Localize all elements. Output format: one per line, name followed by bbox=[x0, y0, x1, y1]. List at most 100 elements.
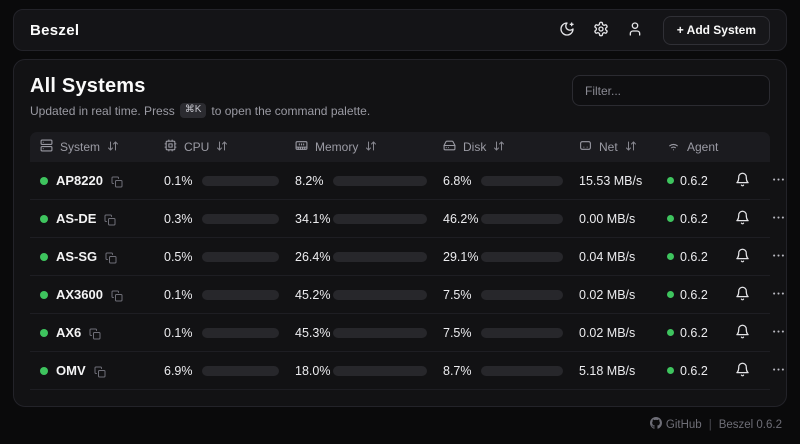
row-menu-button[interactable] bbox=[765, 244, 791, 270]
column-header-system[interactable]: System bbox=[40, 139, 164, 155]
bell-icon bbox=[735, 248, 750, 266]
cpu-cell: 0.1% bbox=[164, 326, 295, 340]
system-name: AP8220 bbox=[56, 173, 103, 188]
net-value: 5.18 MB/s bbox=[579, 363, 636, 378]
subtitle-prefix: Updated in real time. Press bbox=[30, 103, 175, 118]
page-subtitle: Updated in real time. Press ⌘K to open t… bbox=[30, 103, 370, 118]
memory-cell: 45.2% bbox=[295, 288, 443, 302]
ethernet-icon bbox=[579, 139, 592, 155]
column-header-disk[interactable]: Disk bbox=[443, 139, 579, 155]
github-icon bbox=[649, 417, 662, 432]
agent-version: 0.6.2 bbox=[680, 287, 708, 302]
agent-status-dot bbox=[667, 329, 674, 336]
memory-value: 45.2% bbox=[295, 287, 331, 302]
ellipsis-icon bbox=[771, 324, 786, 342]
row-menu-button[interactable] bbox=[765, 320, 791, 346]
agent-version: 0.6.2 bbox=[680, 363, 708, 378]
disk-value: 7.5% bbox=[443, 287, 472, 302]
cpu-value: 0.1% bbox=[164, 173, 193, 188]
cpu-cell: 0.3% bbox=[164, 212, 295, 226]
alerts-button[interactable] bbox=[729, 244, 755, 270]
alerts-button[interactable] bbox=[729, 358, 755, 384]
github-link[interactable]: GitHub bbox=[649, 417, 702, 432]
agent-version: 0.6.2 bbox=[680, 249, 708, 264]
cpu-cell: 0.5% bbox=[164, 250, 295, 264]
table-row[interactable]: AP8220 0.1% 8.2% 6.8% 15.53 MB/s 0.6.2 bbox=[30, 162, 784, 200]
row-menu-button[interactable] bbox=[765, 358, 791, 384]
alerts-button[interactable] bbox=[729, 320, 755, 346]
cpu-cell: 0.1% bbox=[164, 288, 295, 302]
column-header-agent[interactable]: Agent bbox=[667, 139, 729, 155]
copy-icon[interactable] bbox=[104, 213, 116, 225]
system-cell: AP8220 bbox=[40, 173, 164, 188]
cpu-bar bbox=[202, 213, 279, 224]
sort-icon bbox=[493, 140, 505, 155]
cpu-cell: 0.1% bbox=[164, 174, 295, 188]
user-icon bbox=[627, 21, 643, 40]
alerts-button[interactable] bbox=[729, 282, 755, 308]
disk-cell: 6.8% bbox=[443, 174, 579, 188]
memory-value: 34.1% bbox=[295, 211, 331, 226]
page-footer: GitHub | Beszel 0.6.2 bbox=[13, 417, 787, 432]
subtitle-suffix: to open the command palette. bbox=[211, 103, 371, 118]
net-value: 0.02 MB/s bbox=[579, 325, 636, 340]
copy-icon[interactable] bbox=[105, 251, 117, 263]
row-menu-button[interactable] bbox=[765, 168, 791, 194]
memory-value: 45.3% bbox=[295, 325, 331, 340]
alerts-button[interactable] bbox=[729, 206, 755, 232]
cpu-icon bbox=[164, 139, 177, 155]
page-title: All Systems bbox=[30, 75, 146, 97]
bell-icon bbox=[735, 286, 750, 304]
system-cell: AS-DE bbox=[40, 211, 164, 226]
status-dot bbox=[40, 366, 48, 375]
cpu-bar bbox=[202, 175, 279, 186]
theme-toggle-button[interactable] bbox=[553, 16, 581, 44]
agent-status-dot bbox=[667, 367, 674, 374]
copy-icon[interactable] bbox=[94, 365, 106, 377]
topbar-actions: + Add System bbox=[553, 15, 770, 45]
copy-icon[interactable] bbox=[111, 289, 123, 301]
row-menu-button[interactable] bbox=[765, 206, 791, 232]
sort-icon bbox=[107, 140, 119, 155]
copy-icon[interactable] bbox=[111, 175, 123, 187]
table-row[interactable]: OMV 6.9% 18.0% 8.7% 5.18 MB/s 0.6.2 bbox=[30, 352, 784, 390]
column-header-memory[interactable]: Memory bbox=[295, 139, 443, 155]
settings-button[interactable] bbox=[587, 16, 615, 44]
memory-cell: 18.0% bbox=[295, 364, 443, 378]
row-actions bbox=[729, 282, 793, 308]
copy-icon[interactable] bbox=[89, 327, 101, 339]
add-system-button[interactable]: + Add System bbox=[662, 15, 770, 45]
memory-bar bbox=[333, 327, 427, 338]
status-dot bbox=[40, 214, 48, 223]
system-cell: OMV bbox=[40, 363, 164, 378]
filter-input[interactable] bbox=[572, 75, 770, 106]
cpu-bar bbox=[202, 289, 279, 300]
user-menu-button[interactable] bbox=[621, 16, 649, 44]
column-header-net[interactable]: Net bbox=[579, 139, 667, 155]
cpu-cell: 6.9% bbox=[164, 364, 295, 378]
memory-bar bbox=[333, 251, 427, 262]
table-row[interactable]: AS-DE 0.3% 34.1% 46.2% 0.00 MB/s 0.6.2 bbox=[30, 200, 784, 238]
memory-cell: 26.4% bbox=[295, 250, 443, 264]
column-header-cpu[interactable]: CPU bbox=[164, 139, 295, 155]
cpu-value: 6.9% bbox=[164, 363, 193, 378]
table-row[interactable]: AX6 0.1% 45.3% 7.5% 0.02 MB/s 0.6.2 bbox=[30, 314, 784, 352]
command-palette-kbd: ⌘K bbox=[179, 103, 207, 118]
disk-bar bbox=[481, 213, 563, 224]
server-icon bbox=[40, 139, 53, 155]
agent-cell: 0.6.2 bbox=[667, 212, 729, 226]
cpu-value: 0.3% bbox=[164, 211, 193, 226]
version-label: Beszel 0.6.2 bbox=[718, 418, 782, 431]
cpu-value: 0.1% bbox=[164, 325, 193, 340]
memory-value: 26.4% bbox=[295, 249, 331, 264]
disk-value: 7.5% bbox=[443, 325, 472, 340]
agent-cell: 0.6.2 bbox=[667, 174, 729, 188]
ellipsis-icon bbox=[771, 210, 786, 228]
alerts-button[interactable] bbox=[729, 168, 755, 194]
table-row[interactable]: AX3600 0.1% 45.2% 7.5% 0.02 MB/s 0.6.2 bbox=[30, 276, 784, 314]
brand-logo[interactable]: Beszel bbox=[30, 21, 80, 39]
table-row[interactable]: AS-SG 0.5% 26.4% 29.1% 0.04 MB/s 0.6.2 bbox=[30, 238, 784, 276]
row-menu-button[interactable] bbox=[765, 282, 791, 308]
agent-status-dot bbox=[667, 291, 674, 298]
systems-table: System CPU bbox=[30, 132, 784, 390]
